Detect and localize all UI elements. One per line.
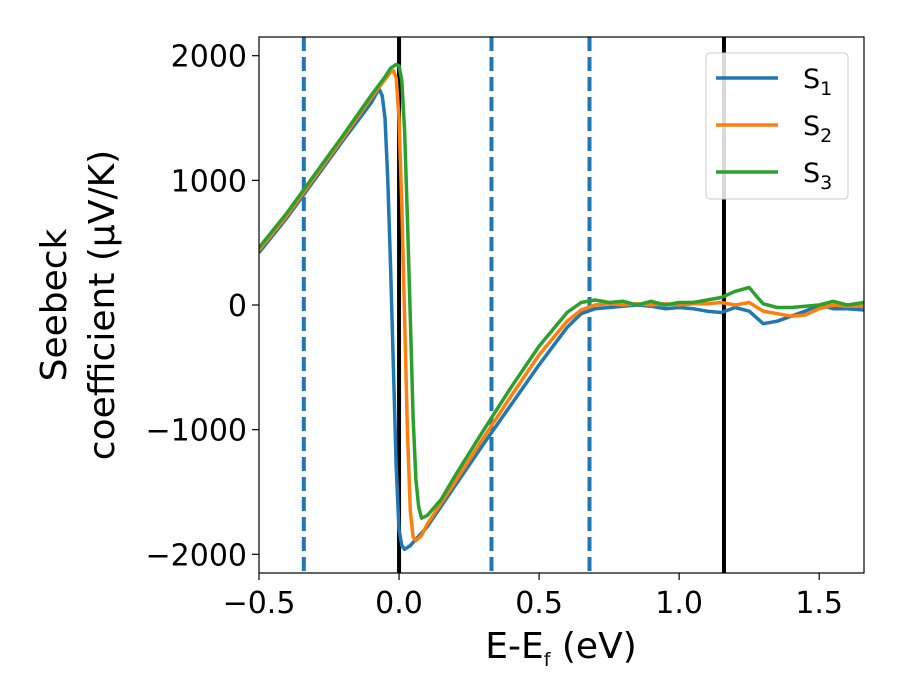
series-line-S3 — [259, 62, 864, 520]
legend-label-S2: S2 — [803, 111, 832, 147]
y-axis-title-line2: coefficient (μV/K) — [82, 150, 123, 460]
y-tick-label: −1000 — [146, 414, 247, 449]
x-tick-label: 0.0 — [375, 586, 423, 621]
x-tick-label: −0.5 — [223, 586, 296, 621]
legend: S1 S2 S3 — [705, 52, 849, 200]
y-axis-title: Seebeck coefficient (μV/K) — [34, 150, 123, 460]
series-line-S2 — [259, 68, 864, 543]
y-tick-label: −2000 — [146, 538, 247, 573]
series-lines — [259, 62, 864, 552]
x-axis-title: E-Ef (eV) — [485, 626, 637, 671]
y-axis-ticks: −2000 −1000 0 1000 2000 — [146, 40, 259, 573]
y-tick-label: 2000 — [171, 40, 247, 75]
legend-label-S1: S1 — [803, 64, 832, 100]
y-tick-label: 1000 — [171, 164, 247, 199]
x-tick-label: 1.0 — [655, 586, 703, 621]
x-tick-label: 0.5 — [515, 586, 563, 621]
y-axis-title-line1: Seebeck — [34, 228, 75, 381]
x-tick-label: 1.5 — [795, 586, 843, 621]
x-axis-ticks: −0.5 0.0 0.5 1.0 1.5 — [223, 573, 843, 621]
series-line-S1 — [259, 87, 864, 552]
legend-label-S3: S3 — [803, 158, 832, 194]
y-tick-label: 0 — [228, 289, 247, 324]
